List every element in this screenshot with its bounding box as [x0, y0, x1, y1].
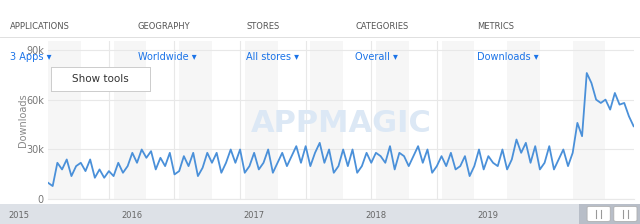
Text: Overall ▾: Overall ▾ — [355, 52, 398, 62]
Text: 2016: 2016 — [122, 211, 143, 220]
Text: CATEGORIES: CATEGORIES — [355, 22, 408, 31]
Text: 2015: 2015 — [9, 211, 29, 220]
Bar — [573, 41, 605, 199]
Bar — [310, 41, 343, 199]
Text: 2019: 2019 — [478, 211, 499, 220]
Text: 2017: 2017 — [243, 211, 264, 220]
Text: METRICS: METRICS — [477, 22, 514, 31]
FancyBboxPatch shape — [587, 207, 610, 221]
Text: Worldwide ▾: Worldwide ▾ — [138, 52, 196, 62]
Bar — [113, 41, 147, 199]
FancyBboxPatch shape — [614, 207, 637, 221]
Text: GEOGRAPHY: GEOGRAPHY — [138, 22, 190, 31]
Bar — [376, 41, 409, 199]
Y-axis label: Downloads: Downloads — [18, 94, 28, 147]
Bar — [48, 41, 81, 199]
Bar — [507, 41, 540, 199]
Text: 3 Apps ▾: 3 Apps ▾ — [10, 52, 51, 62]
Bar — [244, 41, 278, 199]
Text: APPMAGIC: APPMAGIC — [250, 109, 431, 138]
Text: Downloads ▾: Downloads ▾ — [477, 52, 538, 62]
Text: STORES: STORES — [246, 22, 280, 31]
Bar — [179, 41, 212, 199]
Text: APPLICATIONS: APPLICATIONS — [10, 22, 70, 31]
Text: All stores ▾: All stores ▾ — [246, 52, 300, 62]
Text: 2018: 2018 — [365, 211, 386, 220]
Text: Show tools: Show tools — [72, 74, 129, 84]
Bar — [442, 41, 474, 199]
